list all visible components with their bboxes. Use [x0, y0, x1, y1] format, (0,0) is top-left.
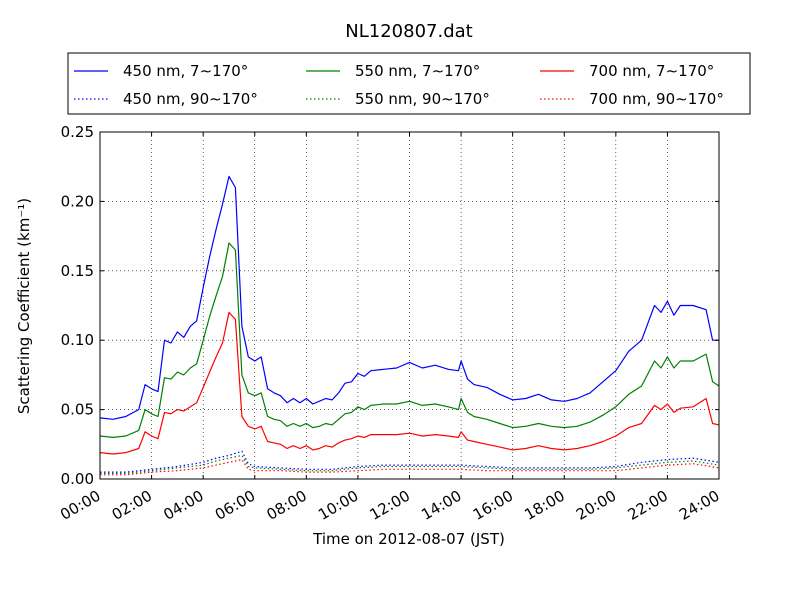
x-axis-label: Time on 2012-08-07 (JST) [312, 530, 505, 548]
legend-label: 550 nm, 7∼170° [355, 62, 480, 80]
y-axis-label: Scattering Coefficient (km⁻¹) [15, 198, 33, 414]
y-tick-label: 0.00 [61, 470, 94, 488]
series-line-5 [99, 311, 720, 455]
y-tick-labels: 0.00 0.05 0.10 0.15 0.20 0.25 [61, 123, 94, 488]
y-tick-label: 0.25 [61, 123, 94, 141]
legend-label: 450 nm, 90∼170° [123, 90, 258, 108]
legend-label: 700 nm, 90∼170° [589, 90, 724, 108]
legend-label: 450 nm, 7∼170° [123, 62, 248, 80]
y-tick-label: 0.05 [61, 401, 94, 419]
axis-ticks [99, 131, 720, 480]
legend-label: 700 nm, 7∼170° [589, 62, 714, 80]
series-lines [99, 175, 720, 476]
legend: 450 nm, 7∼170° 450 nm, 90∼170° 550 nm, 7∼1… [67, 52, 751, 115]
plot-background [100, 132, 719, 479]
y-tick-label: 0.10 [61, 331, 94, 349]
chart-title: NL120807.dat [345, 21, 472, 42]
legend-label: 550 nm, 90∼170° [355, 90, 490, 108]
series-line-1 [99, 175, 719, 420]
y-tick-label: 0.20 [61, 192, 94, 210]
y-tick-label: 0.15 [61, 262, 94, 280]
plot-area [99, 131, 720, 480]
series-line-3 [99, 242, 720, 438]
legend-box [67, 52, 751, 115]
series-line-6 [100, 459, 720, 476]
